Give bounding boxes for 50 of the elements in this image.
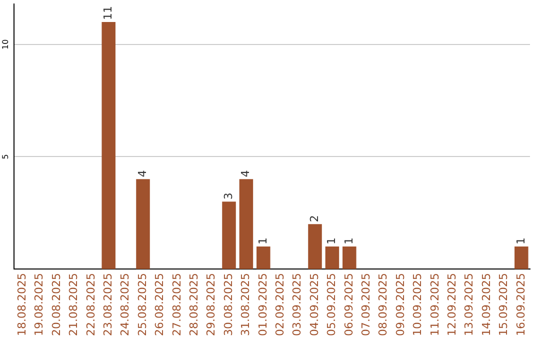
data-label: 1 xyxy=(256,238,270,245)
x-tick-label: 31.08.2025 xyxy=(239,273,252,336)
x-tick-label: 23.08.2025 xyxy=(101,273,114,336)
x-tick-label: 18.08.2025 xyxy=(15,273,28,336)
x-tick-label: 27.08.2025 xyxy=(170,273,184,336)
y-tick-label: 5 xyxy=(1,154,10,160)
x-tick-label: 13.09.2025 xyxy=(462,273,476,336)
bar xyxy=(325,246,340,270)
x-tick-label: 10.09.2025 xyxy=(411,273,424,336)
x-tick-label: 29.08.2025 xyxy=(204,273,218,336)
data-label: 1 xyxy=(342,238,356,245)
x-tick-label: 19.08.2025 xyxy=(32,273,46,336)
x-tick-label: 26.08.2025 xyxy=(153,273,166,336)
x-tick-label: 05.09.2025 xyxy=(325,273,338,336)
bar xyxy=(514,246,528,270)
x-tick-label: 03.09.2025 xyxy=(290,273,304,336)
x-tick-label: 07.09.2025 xyxy=(359,273,372,336)
x-tick-label: 09.09.2025 xyxy=(394,273,407,336)
data-label: 4 xyxy=(239,170,252,178)
x-tick-label: 02.09.2025 xyxy=(273,273,286,336)
data-label: 3 xyxy=(222,192,235,200)
y-tick-label: 10 xyxy=(1,39,10,50)
x-tick-label: 06.09.2025 xyxy=(342,273,356,336)
x-tick-label: 04.09.2025 xyxy=(308,273,321,336)
bar xyxy=(308,224,322,270)
x-tick-label: 01.09.2025 xyxy=(256,273,270,336)
x-tick-label: 12.09.2025 xyxy=(445,273,458,336)
bar xyxy=(256,246,270,270)
x-tick-label: 20.08.2025 xyxy=(50,273,63,336)
bar xyxy=(222,202,236,270)
x-tick-label: 24.08.2025 xyxy=(118,273,132,336)
data-label: 11 xyxy=(101,6,114,20)
bar xyxy=(239,179,254,270)
bar xyxy=(342,246,356,270)
x-tick-label: 22.08.2025 xyxy=(84,273,98,336)
x-tick-label: 28.08.2025 xyxy=(187,273,200,336)
x-tick-label: 15.09.2025 xyxy=(497,273,510,336)
data-label: 1 xyxy=(514,238,528,245)
data-label: 2 xyxy=(308,215,321,222)
x-tick-label: 30.08.2025 xyxy=(222,273,235,336)
data-label: 4 xyxy=(136,170,149,178)
x-tick-label: 21.08.2025 xyxy=(67,273,80,336)
x-tick-label: 16.09.2025 xyxy=(514,273,528,336)
bar xyxy=(102,22,116,270)
bar xyxy=(136,179,150,270)
x-tick-label: 25.08.2025 xyxy=(136,273,149,336)
x-tick-label: 11.09.2025 xyxy=(428,273,442,336)
x-tick-label: 14.09.2025 xyxy=(480,273,493,336)
x-tick-label: 08.09.2025 xyxy=(376,273,390,336)
data-label: 1 xyxy=(325,238,338,245)
